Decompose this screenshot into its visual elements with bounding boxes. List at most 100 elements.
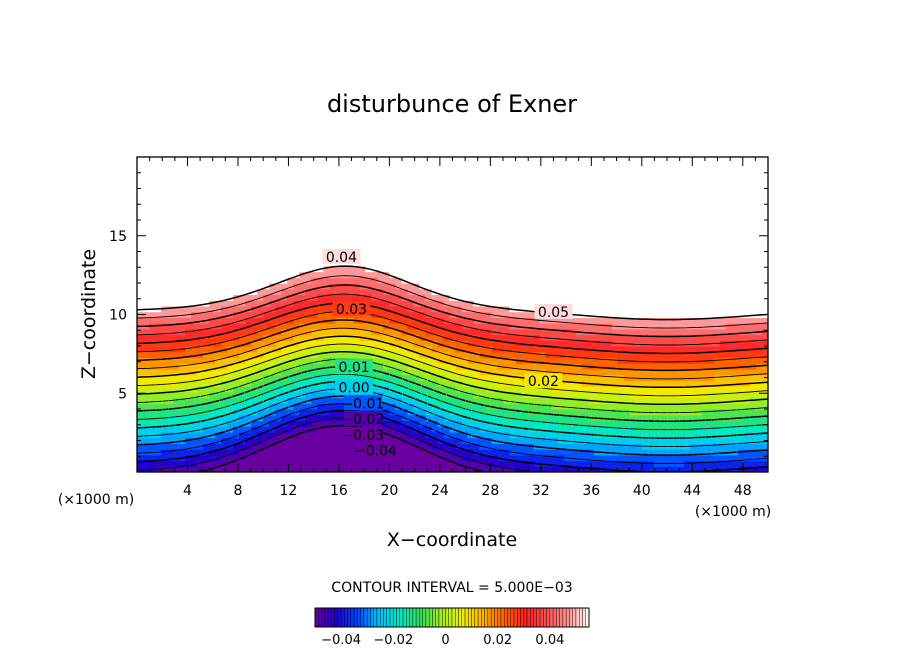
field-cell [287, 277, 294, 284]
field-cell [149, 426, 156, 433]
field-cell [719, 391, 727, 399]
field-cell [311, 242, 318, 250]
field-cell [515, 403, 523, 410]
field-cell [623, 300, 631, 307]
field-cell [323, 426, 330, 433]
field-cell [137, 431, 144, 439]
field-cell [539, 437, 547, 444]
field-cell [533, 237, 541, 244]
field-cell [689, 386, 697, 393]
field-cell [761, 397, 768, 404]
field-cell [761, 208, 768, 215]
field-cell [467, 334, 475, 341]
field-cell [515, 454, 523, 462]
field-cell [269, 277, 276, 284]
field-cell [239, 208, 246, 215]
field-cell [539, 449, 547, 456]
field-cell [221, 300, 228, 307]
field-cell [323, 386, 330, 393]
field-cell [251, 409, 258, 416]
field-cell [221, 449, 228, 456]
field-cell [155, 225, 162, 233]
contour-fill-layer [137, 157, 768, 472]
field-cell [155, 248, 162, 255]
field-cell [581, 386, 589, 393]
field-cell [149, 437, 156, 444]
field-cell [389, 409, 397, 416]
field-cell [557, 391, 565, 399]
field-cell [707, 351, 715, 359]
field-cell [317, 254, 324, 261]
field-cell [419, 225, 427, 233]
field-cell [269, 391, 276, 399]
field-cell [647, 254, 655, 261]
field-cell [467, 271, 475, 278]
field-cell [209, 237, 216, 244]
field-cell [461, 231, 469, 238]
field-cell [197, 323, 204, 330]
field-cell [389, 466, 397, 472]
field-cell [587, 340, 595, 347]
field-cell [653, 420, 661, 427]
field-cell [653, 414, 661, 422]
field-cell [455, 414, 463, 422]
field-cell [761, 414, 768, 422]
field-cell [503, 242, 511, 250]
field-cell [467, 220, 475, 227]
field-cell [527, 305, 535, 313]
field-cell [635, 449, 643, 456]
field-cell [227, 283, 234, 290]
field-cell [719, 271, 727, 278]
field-cell [305, 231, 312, 238]
field-cell [575, 208, 583, 215]
field-cell [689, 323, 697, 330]
field-cell [617, 386, 625, 393]
field-cell [611, 300, 619, 307]
field-cell [341, 231, 348, 238]
field-cell [647, 317, 655, 324]
field-cell [635, 283, 643, 290]
field-cell [593, 403, 601, 410]
field-cell [599, 426, 607, 433]
field-cell [437, 431, 445, 439]
field-cell [671, 214, 679, 221]
field-cell [683, 397, 691, 404]
field-cell [389, 363, 397, 370]
field-cell [707, 271, 715, 278]
field-cell [665, 420, 673, 427]
field-cell [683, 386, 691, 393]
field-cell [293, 420, 300, 427]
field-cell [143, 391, 150, 399]
field-cell [401, 300, 409, 307]
field-cell [197, 202, 204, 210]
field-cell [551, 357, 559, 364]
field-cell [329, 294, 336, 301]
field-cell [701, 214, 709, 221]
field-cell [509, 260, 517, 267]
field-cell [257, 242, 264, 250]
field-cell [599, 300, 607, 307]
field-cell [323, 397, 330, 404]
field-cell [377, 197, 384, 204]
field-cell [191, 254, 198, 261]
field-cell [491, 391, 499, 399]
field-cell [521, 294, 529, 301]
field-cell [143, 454, 150, 462]
field-cell [449, 386, 457, 393]
field-cell [515, 242, 523, 250]
field-cell [749, 443, 757, 450]
field-cell [449, 305, 457, 313]
field-cell [377, 391, 384, 399]
field-cell [617, 460, 625, 467]
field-cell [563, 420, 571, 427]
field-cell [509, 454, 517, 462]
field-cell [485, 368, 493, 376]
field-cell [665, 391, 673, 399]
field-cell [611, 231, 619, 238]
field-cell [365, 294, 372, 301]
field-cell [281, 454, 288, 462]
field-cell [623, 443, 631, 450]
field-cell [305, 242, 312, 250]
field-cell [287, 323, 294, 330]
field-cell [197, 454, 204, 462]
